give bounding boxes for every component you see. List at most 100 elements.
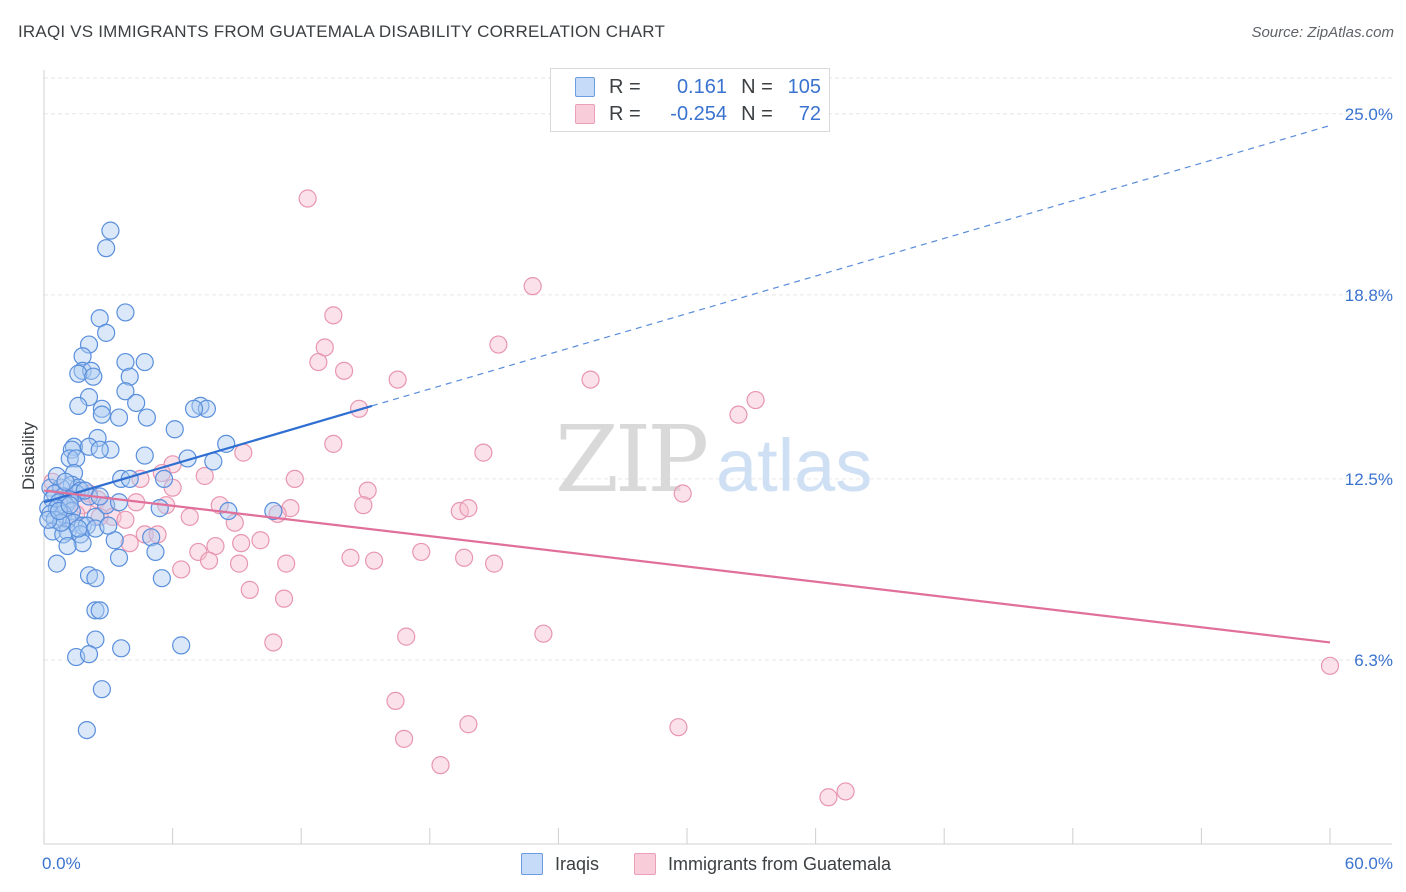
- guatemala-point: [341, 548, 360, 567]
- guatemala-point: [581, 370, 600, 389]
- iraqi-point: [86, 601, 105, 620]
- guatemala-point: [240, 580, 259, 599]
- legend-n-value: 105: [787, 75, 821, 98]
- iraqi-point: [97, 239, 116, 258]
- guatemala-point: [1320, 656, 1340, 675]
- iraqi-point: [60, 449, 79, 468]
- iraqi-point: [120, 367, 139, 386]
- legend-swatch-pink: [575, 104, 595, 124]
- guatemala-point: [116, 510, 135, 529]
- y-tick-label: 12.5%: [1345, 470, 1393, 489]
- guatemala-point: [199, 551, 219, 570]
- iraqi-point: [99, 516, 118, 535]
- legend-r-label: R =: [609, 102, 641, 125]
- guatemala-point: [534, 624, 553, 643]
- watermark-atlas: atlas: [716, 424, 872, 507]
- iraqi-point: [64, 437, 84, 456]
- iraqi-point: [92, 405, 111, 424]
- iraqi-point: [101, 221, 120, 240]
- iraqi-point: [154, 469, 174, 489]
- guatemala-point: [459, 715, 478, 734]
- iraqi-point: [127, 393, 146, 413]
- y-axis-label: Disability: [19, 421, 38, 490]
- iraqi-point: [92, 680, 111, 699]
- guatemala-point: [180, 507, 199, 526]
- iraqi-point: [146, 542, 165, 562]
- legend-n-label: N =: [741, 102, 773, 125]
- iraqi-point: [92, 399, 111, 418]
- guatemala-point: [431, 756, 450, 775]
- iraqi-point: [152, 569, 171, 588]
- iraqi-point: [197, 399, 216, 418]
- guatemala-point: [120, 534, 139, 553]
- guatemala-point: [251, 531, 270, 550]
- iraqi-point: [184, 399, 204, 418]
- iraqi-point: [165, 420, 184, 439]
- guatemala-point: [324, 306, 343, 325]
- iraqi-point: [112, 639, 131, 658]
- iraqi-point: [90, 440, 109, 459]
- guatemala-point: [523, 277, 542, 296]
- bottom-legend-guatemala: Immigrants from Guatemala: [634, 852, 891, 876]
- guatemala-point: [264, 633, 283, 652]
- guatemala-point: [234, 443, 253, 462]
- guatemala-point: [172, 560, 191, 579]
- iraqi-point: [135, 352, 154, 372]
- legend: R = 0.161 N = 105 R = -0.254 N = 72: [550, 68, 830, 132]
- guatemala-trend-line: [43, 489, 1331, 644]
- iraqi-point: [116, 382, 135, 401]
- iraqi-point: [109, 548, 129, 567]
- trend-lines: [43, 124, 1331, 644]
- guatemala-point: [474, 443, 493, 462]
- guatemala-point: [298, 189, 317, 208]
- iraqi-point: [204, 452, 223, 471]
- guatemala-point: [746, 390, 765, 410]
- guatemala-point: [485, 554, 504, 573]
- iraqi-point: [60, 496, 79, 515]
- legend-r-value: -0.254: [670, 102, 727, 125]
- iraqi-point: [77, 720, 96, 740]
- x-tick-label: 0.0%: [42, 854, 81, 873]
- legend-n-value: 72: [798, 102, 821, 125]
- iraqi-point: [135, 446, 154, 465]
- bottom-legend-label-guatemala: Immigrants from Guatemala: [668, 853, 892, 874]
- guatemala-point: [364, 551, 384, 570]
- guatemala-point: [324, 434, 343, 453]
- bottom-legend-iraqis: Iraqis: [521, 852, 599, 876]
- guatemala-point: [669, 718, 688, 737]
- guatemala-point: [459, 499, 478, 518]
- iraqi-point: [90, 601, 109, 620]
- iraqi-point: [73, 534, 92, 553]
- guatemala-point: [673, 484, 692, 503]
- iraqi-point: [109, 408, 129, 427]
- iraqi-point: [79, 645, 99, 664]
- iraqi-point: [73, 347, 92, 366]
- legend-swatch-blue: [575, 77, 595, 97]
- guatemala-point: [388, 370, 407, 389]
- iraqi-point: [67, 449, 86, 468]
- y-tick-label: 6.3%: [1354, 651, 1393, 670]
- iraqi-point: [172, 636, 191, 655]
- guatemala-point: [412, 542, 431, 562]
- legend-row-guatemala: R = -0.254 N = 72: [551, 101, 821, 127]
- iraqi-point: [97, 323, 116, 342]
- x-tick-label: 60.0%: [1345, 854, 1393, 873]
- iraqi-point: [84, 367, 103, 386]
- iraqi-point: [69, 519, 88, 538]
- iraqi-point: [58, 536, 77, 556]
- guatemala-point: [454, 548, 474, 567]
- iraqi-point: [86, 569, 105, 588]
- watermark: ZIP atlas: [555, 406, 872, 513]
- iraqi-point: [56, 472, 75, 491]
- iraqi-point: [116, 303, 135, 322]
- guatemala-point: [397, 627, 416, 646]
- y-tick-label: 25.0%: [1345, 105, 1393, 124]
- source-label: Source: ZipAtlas.com: [1251, 24, 1394, 41]
- iraqi-point: [49, 501, 69, 521]
- iraqi-point: [79, 437, 99, 456]
- guatemala-point: [819, 788, 838, 807]
- iraqi-point: [150, 499, 169, 518]
- iraqi-point: [69, 364, 88, 383]
- iraqi-point: [116, 352, 135, 372]
- legend-r-value: 0.161: [676, 75, 727, 98]
